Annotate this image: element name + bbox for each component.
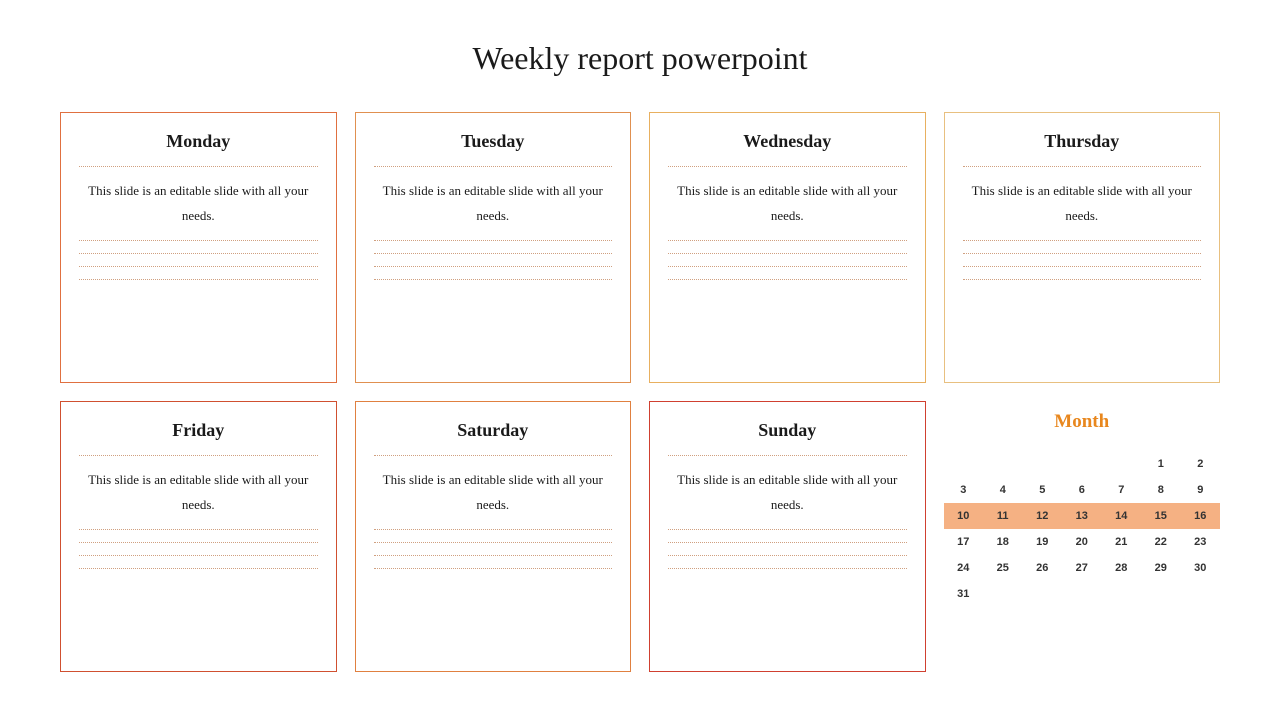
calendar-empty-cell xyxy=(944,451,984,477)
day-name: Monday xyxy=(75,131,322,152)
divider xyxy=(374,253,613,254)
divider xyxy=(668,240,907,241)
divider xyxy=(79,568,318,569)
day-description: This slide is an editable slide with all… xyxy=(959,173,1206,234)
divider xyxy=(668,568,907,569)
divider xyxy=(79,266,318,267)
divider xyxy=(374,166,613,167)
divider xyxy=(963,266,1202,267)
calendar-day: 23 xyxy=(1181,529,1221,555)
divider xyxy=(668,279,907,280)
calendar-day: 9 xyxy=(1181,477,1221,503)
divider xyxy=(374,568,613,569)
calendar-day: 16 xyxy=(1181,503,1221,529)
calendar-day: 2 xyxy=(1181,451,1221,477)
divider xyxy=(668,455,907,456)
calendar-day: 12 xyxy=(1023,503,1063,529)
day-name: Saturday xyxy=(370,420,617,441)
calendar-day: 4 xyxy=(983,477,1023,503)
day-card-friday: Friday This slide is an editable slide wi… xyxy=(60,401,337,672)
divider xyxy=(963,279,1202,280)
divider xyxy=(963,166,1202,167)
day-card-wednesday: Wednesday This slide is an editable slide… xyxy=(649,112,926,383)
day-card-tuesday: Tuesday This slide is an editable slide w… xyxy=(355,112,632,383)
calendar-empty-cell xyxy=(1062,451,1102,477)
divider xyxy=(79,529,318,530)
divider xyxy=(374,279,613,280)
calendar-day: 3 xyxy=(944,477,984,503)
calendar-empty-cell xyxy=(983,451,1023,477)
divider xyxy=(963,240,1202,241)
slide-title: Weekly report powerpoint xyxy=(60,40,1220,77)
calendar-empty-cell xyxy=(1023,451,1063,477)
day-description: This slide is an editable slide with all… xyxy=(664,173,911,234)
calendar-day: 30 xyxy=(1181,555,1221,581)
divider xyxy=(79,555,318,556)
week-grid: Monday This slide is an editable slide wi… xyxy=(60,112,1220,672)
day-description: This slide is an editable slide with all… xyxy=(664,462,911,523)
divider xyxy=(963,253,1202,254)
divider xyxy=(79,542,318,543)
day-name: Thursday xyxy=(959,131,1206,152)
day-card-saturday: Saturday This slide is an editable slide … xyxy=(355,401,632,672)
day-description: This slide is an editable slide with all… xyxy=(370,462,617,523)
calendar-day: 27 xyxy=(1062,555,1102,581)
calendar-day: 17 xyxy=(944,529,984,555)
divider xyxy=(374,542,613,543)
divider xyxy=(79,279,318,280)
day-description: This slide is an editable slide with all… xyxy=(75,462,322,523)
divider xyxy=(79,253,318,254)
calendar-day: 21 xyxy=(1102,529,1142,555)
calendar-day: 10 xyxy=(944,503,984,529)
calendar-day: 24 xyxy=(944,555,984,581)
day-card-sunday: Sunday This slide is an editable slide wi… xyxy=(649,401,926,672)
calendar-day: 11 xyxy=(983,503,1023,529)
divider xyxy=(79,166,318,167)
calendar-day: 1 xyxy=(1141,451,1181,477)
day-card-monday: Monday This slide is an editable slide wi… xyxy=(60,112,337,383)
calendar-day: 13 xyxy=(1062,503,1102,529)
calendar-grid: 1234567891011121314151617181920212223242… xyxy=(944,451,1221,607)
month-title: Month xyxy=(944,411,1221,433)
divider xyxy=(668,266,907,267)
divider xyxy=(668,253,907,254)
calendar-day: 5 xyxy=(1023,477,1063,503)
calendar-day: 15 xyxy=(1141,503,1181,529)
calendar-empty-cell xyxy=(1102,451,1142,477)
divider xyxy=(374,529,613,530)
day-description: This slide is an editable slide with all… xyxy=(370,173,617,234)
day-name: Sunday xyxy=(664,420,911,441)
divider xyxy=(668,542,907,543)
calendar-day: 20 xyxy=(1062,529,1102,555)
divider xyxy=(374,555,613,556)
day-card-thursday: Thursday This slide is an editable slide … xyxy=(944,112,1221,383)
calendar-day: 28 xyxy=(1102,555,1142,581)
calendar-day: 31 xyxy=(944,581,984,607)
calendar-day: 7 xyxy=(1102,477,1142,503)
calendar-day: 29 xyxy=(1141,555,1181,581)
divider xyxy=(374,266,613,267)
divider xyxy=(374,455,613,456)
day-name: Tuesday xyxy=(370,131,617,152)
divider xyxy=(79,455,318,456)
calendar-day: 19 xyxy=(1023,529,1063,555)
calendar-day: 26 xyxy=(1023,555,1063,581)
month-calendar: Month12345678910111213141516171819202122… xyxy=(944,401,1221,672)
calendar-day: 22 xyxy=(1141,529,1181,555)
divider xyxy=(79,240,318,241)
divider xyxy=(668,555,907,556)
day-description: This slide is an editable slide with all… xyxy=(75,173,322,234)
divider xyxy=(374,240,613,241)
divider xyxy=(668,166,907,167)
calendar-day: 14 xyxy=(1102,503,1142,529)
calendar-day: 6 xyxy=(1062,477,1102,503)
day-name: Friday xyxy=(75,420,322,441)
calendar-day: 25 xyxy=(983,555,1023,581)
calendar-day: 8 xyxy=(1141,477,1181,503)
divider xyxy=(668,529,907,530)
day-name: Wednesday xyxy=(664,131,911,152)
calendar-day: 18 xyxy=(983,529,1023,555)
